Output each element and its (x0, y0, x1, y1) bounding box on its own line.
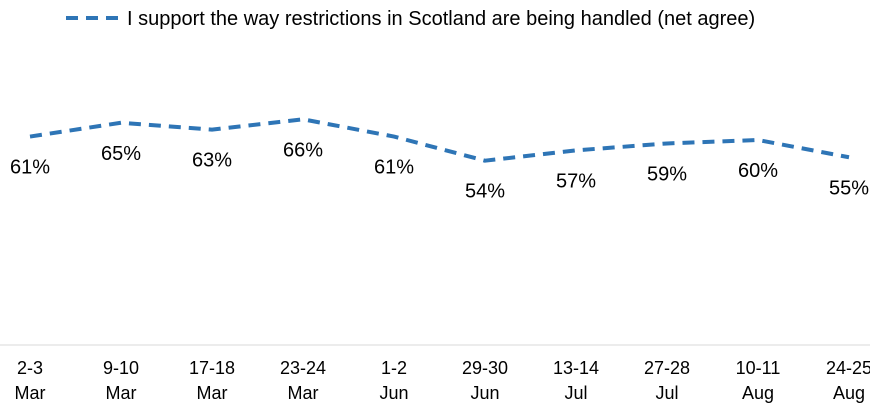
x-tick-label: 1-2 (381, 358, 407, 378)
data-label: 61% (374, 157, 414, 179)
data-label: 54% (465, 181, 505, 203)
x-tick-label: 2-3 (17, 358, 43, 378)
data-label: 57% (556, 170, 596, 192)
x-tick-label: Aug (833, 383, 865, 403)
x-axis-ticks: 2-3 Mar 9-10 Mar 17-18 Mar 23-24 Mar 1-2 Jun 29-30… (15, 358, 870, 403)
x-tick-label: Mar (288, 383, 319, 403)
legend: I support the way restrictions in Scotla… (66, 8, 755, 30)
x-tick-label: Jul (655, 383, 678, 403)
x-tick-label: Jul (564, 383, 587, 403)
legend-entry-label: I support the way restrictions in Scotla… (127, 8, 755, 30)
x-tick-label: Jun (470, 383, 499, 403)
x-tick-label: 9-10 (103, 358, 139, 378)
x-tick-label: Aug (742, 383, 774, 403)
x-tick-label: Mar (106, 383, 137, 403)
data-label: 59% (647, 163, 687, 185)
data-label: 61% (10, 157, 50, 179)
x-tick-label: 29-30 (462, 358, 508, 378)
x-tick-label: 13-14 (553, 358, 599, 378)
data-label: 65% (101, 143, 141, 165)
x-tick-label: 27-28 (644, 358, 690, 378)
x-tick-label: 23-24 (280, 358, 326, 378)
data-label: 63% (192, 150, 232, 172)
data-label: 60% (738, 160, 778, 182)
plot-area: 61% 65% 63% 66% 61% 54% 57% 59% 60% 55% (10, 117, 869, 203)
x-tick-label: Mar (197, 383, 228, 403)
series-line (29, 117, 850, 163)
data-label: 66% (283, 139, 323, 161)
x-tick-label: Mar (15, 383, 46, 403)
x-tick-label: 10-11 (736, 358, 781, 378)
x-tick-label: Jun (379, 383, 408, 403)
x-tick-label: 24-25 (826, 358, 870, 378)
x-tick-label: 17-18 (189, 358, 235, 378)
data-label: 55% (829, 177, 869, 199)
